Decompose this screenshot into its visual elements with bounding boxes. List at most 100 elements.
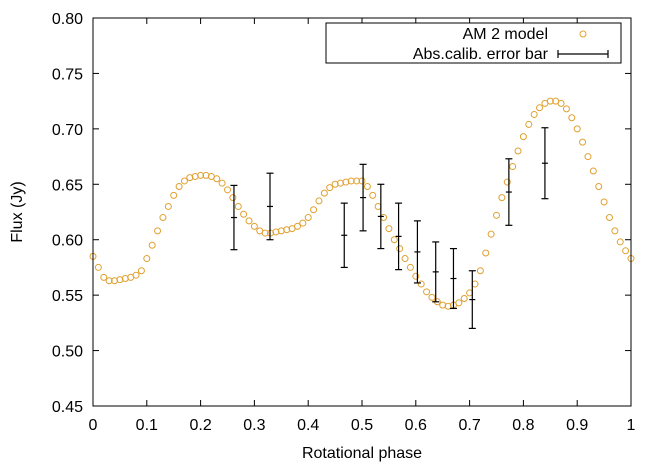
error-bar: [432, 241, 440, 303]
model-point: [385, 225, 393, 233]
model-point: [390, 236, 398, 244]
model-point: [213, 175, 221, 183]
model-point: [369, 191, 377, 199]
model-point: [401, 255, 409, 263]
model-point: [605, 214, 613, 222]
model-point: [159, 214, 167, 222]
model-point: [105, 277, 113, 285]
model-point: [353, 177, 361, 185]
model-point: [261, 229, 269, 237]
model-point: [304, 214, 312, 222]
error-bar: [468, 270, 476, 329]
y-axis-label: Flux (Jy): [9, 181, 26, 242]
model-point: [573, 125, 581, 133]
x-tick-label: 0.7: [458, 417, 480, 434]
model-point: [326, 184, 334, 192]
error-bar: [505, 158, 513, 226]
model-point: [170, 191, 178, 199]
x-tick-label: 0.1: [136, 417, 158, 434]
model-point: [137, 267, 145, 275]
model-point: [180, 177, 188, 185]
x-axis-ticks: 0 0.1 0.2 0.3 0.4 0.5 0.6 0.7 0.8 0.9 1: [89, 18, 636, 434]
model-point: [310, 206, 318, 214]
y-tick-label: 0.55: [52, 288, 83, 305]
model-point: [218, 179, 226, 187]
legend-label-am2-model: AM 2 model: [463, 26, 548, 43]
model-point: [455, 299, 463, 307]
model-point: [536, 104, 544, 112]
model-point: [412, 272, 420, 280]
x-tick-label: 0.4: [297, 417, 319, 434]
model-point: [234, 202, 242, 210]
model-point: [611, 227, 619, 235]
error-bar: [377, 183, 385, 250]
model-point: [299, 219, 307, 227]
model-point: [589, 167, 597, 175]
model-point: [530, 110, 538, 118]
x-axis-label: Rotational phase: [302, 445, 422, 462]
error-bar: [395, 202, 403, 271]
x-tick-label: 0.8: [512, 417, 534, 434]
model-point: [229, 194, 237, 202]
model-point: [493, 211, 500, 219]
model-point: [224, 186, 231, 194]
x-tick-label: 0.5: [351, 417, 373, 434]
model-point: [503, 178, 511, 186]
model-point: [245, 217, 253, 225]
model-point: [175, 183, 183, 191]
model-point: [406, 263, 414, 271]
error-bar: [413, 220, 421, 284]
error-bar: [340, 202, 348, 269]
model-point: [132, 271, 140, 279]
model-point: [557, 99, 565, 107]
model-point: [197, 171, 205, 179]
model-point: [423, 288, 431, 296]
x-tick-label: 0.6: [405, 417, 427, 434]
model-point: [347, 177, 355, 185]
y-tick-label: 0.80: [52, 11, 83, 28]
axes: 0 0.1 0.2 0.3 0.4 0.5 0.6 0.7 0.8 0.9 1 0.450.500.…: [9, 11, 636, 462]
model-point: [428, 293, 436, 301]
model-point: [363, 183, 371, 191]
model-point: [315, 197, 323, 205]
model-point: [579, 138, 587, 146]
y-tick-label: 0.60: [52, 233, 83, 250]
model-point: [320, 189, 328, 197]
model-point: [600, 198, 608, 206]
y-tick-label: 0.50: [52, 344, 83, 361]
legend: AM 2 model Abs.calib. error bar: [325, 22, 622, 64]
model-point: [514, 147, 522, 155]
model-point: [417, 280, 425, 288]
model-point: [143, 255, 151, 263]
model-point: [293, 222, 301, 230]
model-point: [622, 247, 630, 255]
model-point: [396, 245, 404, 253]
model-point: [568, 114, 576, 122]
y-tick-label: 0.45: [52, 399, 83, 416]
model-point: [482, 249, 490, 257]
model-point: [100, 273, 108, 281]
error-bar: [230, 184, 238, 251]
model-point: [460, 294, 468, 302]
model-point: [487, 230, 495, 238]
model-point: [164, 202, 172, 210]
legend-box: [325, 22, 622, 64]
y-tick-label: 0.75: [52, 66, 83, 83]
y-axis-ticks: 0.45 0.50 0.55 0.60 0.65 0.70 0.75 0.80: [52, 11, 631, 416]
x-tick-label: 1: [627, 417, 636, 434]
x-tick-label: 0.3: [243, 417, 265, 434]
legend-marker-am2-model: [579, 30, 587, 38]
error-bar: [359, 163, 367, 232]
model-point: [154, 227, 162, 235]
error-bar: [266, 172, 274, 241]
y-tick-label: 0.70: [52, 122, 83, 139]
model-point: [498, 194, 506, 202]
model-point: [476, 267, 484, 275]
model-point: [358, 177, 366, 185]
model-point: [525, 120, 533, 128]
x-tick-label: 0.9: [566, 417, 588, 434]
model-point: [250, 222, 258, 230]
plot-area: [89, 97, 635, 329]
model-point: [148, 241, 156, 249]
